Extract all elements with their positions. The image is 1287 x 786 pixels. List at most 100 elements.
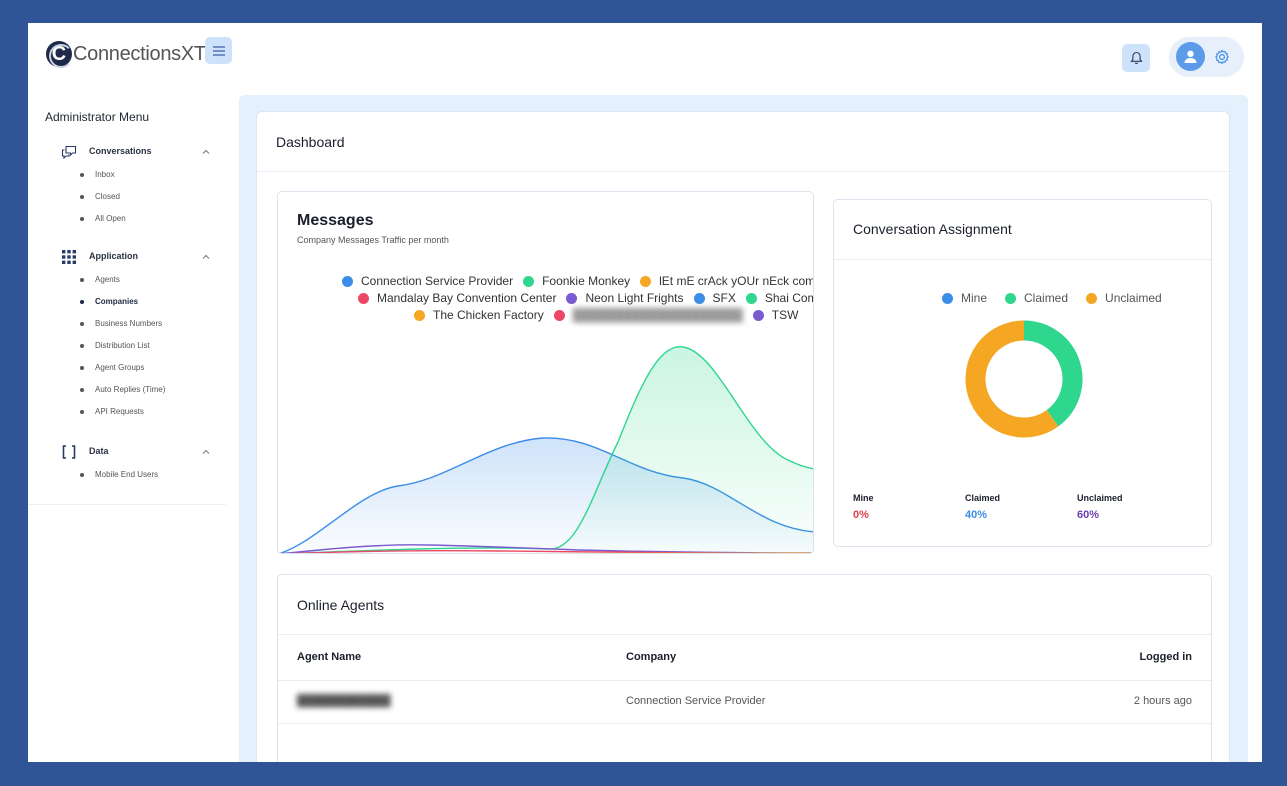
stat-mine: Mine 0% — [853, 493, 874, 521]
legend-item[interactable]: Connection Service Provider — [342, 274, 513, 288]
legend-item[interactable]: lEt mE crAck yOUr nEck company — [640, 274, 813, 288]
chart-legend-row: Mandalay Bay Convention Center Neon Ligh… — [358, 291, 813, 305]
legend-item-redacted[interactable]: ████████████████████ — [553, 308, 743, 322]
user-icon — [1184, 50, 1197, 63]
sidebar-item-api-requests[interactable]: API Requests — [28, 401, 226, 423]
chevron-up-icon[interactable] — [200, 251, 212, 263]
sidebar-item-distribution-list[interactable]: Distribution List — [28, 335, 226, 357]
sidebar-group-data: Data Mobile End Users — [28, 440, 226, 486]
sidebar-item-auto-replies[interactable]: Auto Replies (Time) — [28, 379, 226, 401]
table-cell-company: Connection Service Provider — [626, 695, 766, 707]
sidebar-item-agent-groups[interactable]: Agent Groups — [28, 357, 226, 379]
assignment-donut-chart — [965, 320, 1083, 438]
profile-menu[interactable] — [1169, 37, 1244, 77]
brand-name: ConnectionsXT™ — [73, 42, 213, 65]
sidebar-group-label: Conversations — [89, 146, 152, 156]
legend-dot — [566, 292, 578, 304]
online-agents-card: Online Agents Agent Name Company Logged … — [277, 574, 1212, 762]
messages-title: Messages — [297, 212, 374, 229]
sidebar-item-business-numbers[interactable]: Business Numbers — [28, 313, 226, 335]
agent-name-redacted: ████████████ — [297, 695, 391, 707]
messages-subtitle: Company Messages Traffic per month — [297, 235, 449, 245]
page-title: Dashboard — [276, 134, 345, 150]
settings-button[interactable] — [1213, 48, 1231, 66]
sidebar-item-all-open[interactable]: All Open — [28, 208, 226, 230]
gear-icon — [1215, 49, 1229, 65]
table-cell-logged-in: 2 hours ago — [1133, 695, 1192, 707]
column-header-logged-in[interactable]: Logged in — [1139, 651, 1192, 663]
legend-dot — [640, 275, 652, 287]
main-content: Dashboard Messages Company Messages Traf… — [239, 95, 1248, 762]
series-line-the-chicken-factory — [335, 552, 813, 553]
sidebar-group-header-conversations[interactable]: Conversations — [28, 140, 226, 164]
top-bar: C ConnectionsXT™ — [28, 23, 1262, 93]
legend-item[interactable]: Shai Company — [745, 291, 813, 305]
legend-item[interactable]: The Chicken Factory — [414, 308, 544, 322]
chart-legend-row: Connection Service Provider Foonkie Monk… — [342, 274, 813, 288]
logo-mark: C — [46, 41, 73, 68]
legend-dot — [693, 292, 705, 304]
series-area-foonkie-monkey — [548, 346, 813, 553]
redacted-text: ████████████████████ — [572, 308, 743, 322]
legend-dot — [342, 275, 353, 287]
legend-dot — [358, 292, 369, 304]
legend-item-unclaimed[interactable]: Unclaimed — [1086, 291, 1162, 305]
app-window: C ConnectionsXT™ Administrator Menu — [28, 23, 1262, 762]
chevron-up-icon[interactable] — [200, 446, 212, 458]
column-header-company[interactable]: Company — [626, 651, 677, 663]
stat-unclaimed: Unclaimed 60% — [1077, 493, 1123, 521]
legend-item[interactable]: Neon Light Frights — [566, 291, 684, 305]
stat-claimed: Claimed 40% — [965, 493, 1001, 521]
online-agents-title: Online Agents — [297, 597, 385, 613]
legend-item[interactable]: TSW — [752, 308, 798, 322]
donut-slice-claimed[interactable] — [1023, 320, 1083, 427]
sidebar-group-label: Application — [89, 251, 138, 261]
sidebar-item-closed[interactable]: Closed — [28, 186, 226, 208]
legend-item-claimed[interactable]: Claimed — [1005, 291, 1068, 305]
avatar[interactable] — [1176, 42, 1205, 71]
messages-chart-card: Messages Company Messages Traffic per mo… — [277, 191, 814, 554]
assignment-legend: Mine Claimed Unclaimed — [942, 291, 1180, 305]
hamburger-menu-button[interactable] — [205, 37, 232, 64]
sidebar-item-companies[interactable]: Companies — [28, 291, 226, 313]
messages-area-chart — [278, 346, 813, 553]
sidebar-group-application: Application Agents Companies Business Nu… — [28, 245, 226, 423]
conversation-assignment-card: Conversation Assignment Mine Claimed Unc… — [833, 199, 1212, 547]
grid-icon — [60, 249, 78, 265]
legend-item[interactable]: SFX — [693, 291, 736, 305]
notifications-button[interactable] — [1122, 44, 1150, 72]
legend-dot — [752, 309, 764, 321]
divider — [278, 723, 1211, 724]
sidebar: Administrator Menu Conversations Inbox C… — [28, 93, 226, 505]
chat-bubbles-icon — [60, 144, 78, 160]
legend-item-mine[interactable]: Mine — [942, 291, 987, 305]
sidebar-item-inbox[interactable]: Inbox — [28, 164, 226, 186]
legend-dot — [414, 309, 425, 321]
brand-logo[interactable]: C ConnectionsXT™ — [46, 41, 213, 68]
sidebar-item-agents[interactable]: Agents — [28, 269, 226, 291]
sidebar-item-mobile-end-users[interactable]: Mobile End Users — [28, 464, 226, 486]
hamburger-icon — [212, 45, 225, 56]
donut-slice-unclaimed[interactable] — [965, 320, 1059, 438]
series-line-foonkie-monkey — [285, 346, 813, 553]
divider — [278, 680, 1211, 681]
column-header-agent-name[interactable]: Agent Name — [297, 651, 362, 663]
dashboard-card: Dashboard Messages Company Messages Traf… — [256, 111, 1230, 762]
legend-dot — [523, 275, 535, 287]
divider — [257, 171, 1229, 172]
chart-legend-row: The Chicken Factory ████████████████████… — [414, 308, 808, 322]
sidebar-group-label: Data — [89, 446, 109, 456]
legend-dot — [745, 292, 757, 304]
bell-icon — [1129, 51, 1143, 64]
assignment-title: Conversation Assignment — [853, 221, 1012, 237]
sidebar-group-header-application[interactable]: Application — [28, 245, 226, 269]
legend-dot — [553, 309, 565, 321]
chevron-up-icon[interactable] — [200, 146, 212, 158]
sidebar-group-header-data[interactable]: Data — [28, 440, 226, 464]
divider — [278, 634, 1211, 635]
brackets-icon — [60, 444, 78, 460]
legend-item[interactable]: Foonkie Monkey — [523, 274, 630, 288]
series-line-mandalay-bay — [286, 549, 780, 553]
legend-item[interactable]: Mandalay Bay Convention Center — [358, 291, 556, 305]
divider — [834, 259, 1211, 260]
